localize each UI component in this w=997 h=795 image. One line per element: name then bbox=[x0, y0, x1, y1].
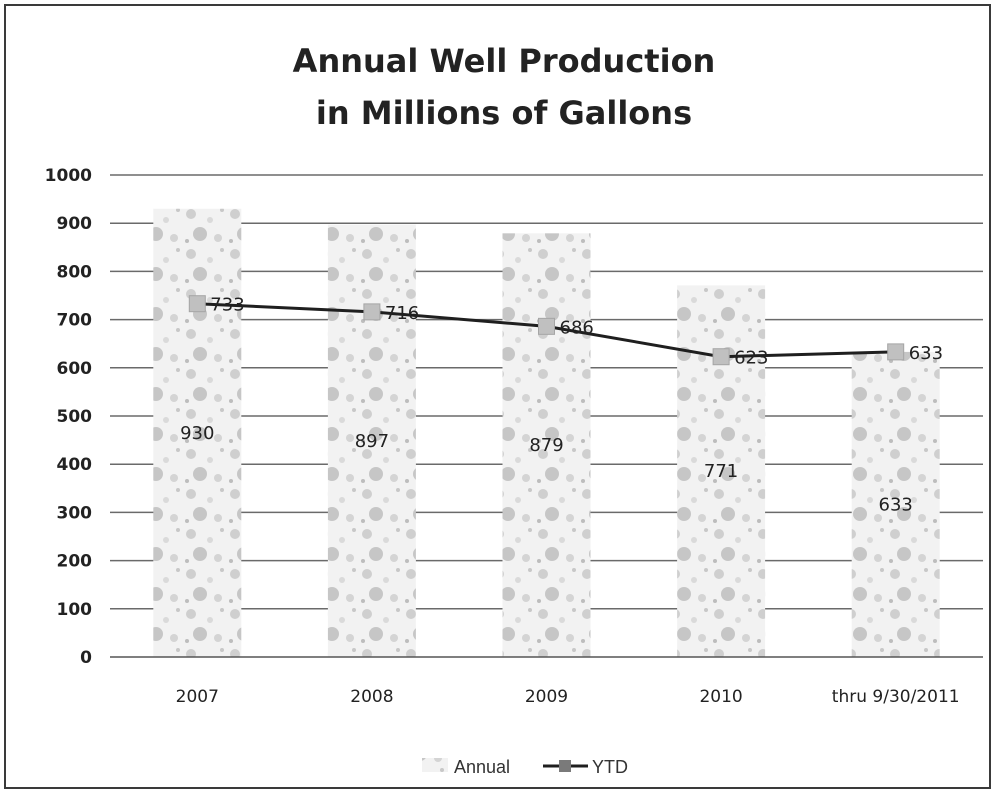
bar-annual bbox=[851, 351, 940, 657]
bar-data-label: 930 bbox=[180, 423, 214, 444]
bar-series-annual bbox=[153, 208, 940, 658]
x-tick-label: 2009 bbox=[525, 687, 568, 707]
ytd-marker bbox=[712, 348, 730, 366]
bar-data-label: 771 bbox=[704, 461, 738, 482]
line-data-label: 733 bbox=[210, 295, 244, 316]
y-tick-label: 200 bbox=[57, 552, 93, 572]
bar-data-label: 879 bbox=[529, 435, 563, 456]
line-series-ytd bbox=[188, 295, 905, 366]
line-data-label: 633 bbox=[909, 343, 943, 364]
legend-marker-ytd bbox=[559, 760, 571, 772]
y-tick-label: 100 bbox=[57, 600, 93, 620]
well-production-chart: Annual Well Production in Millions of Ga… bbox=[45, 42, 983, 777]
x-axis: 2007 2008 2009 2010 thru 9/30/2011 bbox=[176, 687, 960, 707]
y-tick-label: 500 bbox=[57, 407, 93, 427]
line-data-labels: 733 716 686 623 633 bbox=[210, 295, 943, 369]
y-tick-label: 900 bbox=[57, 214, 93, 234]
ytd-marker bbox=[887, 343, 905, 361]
ytd-marker bbox=[538, 317, 555, 335]
y-tick-label: 700 bbox=[57, 311, 93, 331]
chart-title-line-2: in Millions of Gallons bbox=[316, 94, 692, 132]
bar-annual bbox=[502, 233, 591, 657]
legend-swatch-annual bbox=[422, 758, 448, 772]
x-tick-label: thru 9/30/2011 bbox=[832, 687, 960, 707]
x-tick-label: 2010 bbox=[699, 687, 742, 707]
y-tick-label: 0 bbox=[80, 648, 92, 668]
y-tick-label: 300 bbox=[57, 503, 93, 523]
bar-annual bbox=[327, 224, 416, 657]
line-data-label: 686 bbox=[560, 317, 594, 338]
bar-annual bbox=[677, 285, 766, 657]
chart-title-line-1: Annual Well Production bbox=[293, 42, 716, 80]
line-data-label: 716 bbox=[385, 303, 419, 324]
bar-data-labels: 930 897 879 771 633 bbox=[180, 423, 913, 516]
x-tick-label: 2007 bbox=[176, 687, 219, 707]
y-tick-label: 600 bbox=[57, 359, 93, 379]
legend-label-ytd: YTD bbox=[592, 757, 628, 777]
chart-frame: Annual Well Production in Millions of Ga… bbox=[4, 4, 991, 789]
bar-data-label: 897 bbox=[355, 431, 389, 452]
y-tick-label: 1000 bbox=[45, 166, 92, 186]
legend: Annual YTD bbox=[422, 757, 628, 777]
legend-item-annual: Annual bbox=[422, 757, 510, 777]
legend-label-annual: Annual bbox=[454, 757, 510, 777]
legend-item-ytd: YTD bbox=[543, 757, 628, 777]
bar-data-label: 633 bbox=[879, 494, 913, 515]
bar-annual bbox=[153, 208, 242, 658]
ytd-marker bbox=[188, 295, 206, 313]
y-tick-label: 400 bbox=[57, 455, 93, 475]
x-tick-label: 2008 bbox=[350, 687, 393, 707]
ytd-marker bbox=[363, 303, 381, 321]
chart-title: Annual Well Production in Millions of Ga… bbox=[293, 42, 716, 132]
y-axis: 0 100 200 300 400 500 600 700 800 900 1000 bbox=[45, 166, 92, 668]
line-data-label: 623 bbox=[734, 348, 768, 369]
y-tick-label: 800 bbox=[57, 262, 93, 282]
